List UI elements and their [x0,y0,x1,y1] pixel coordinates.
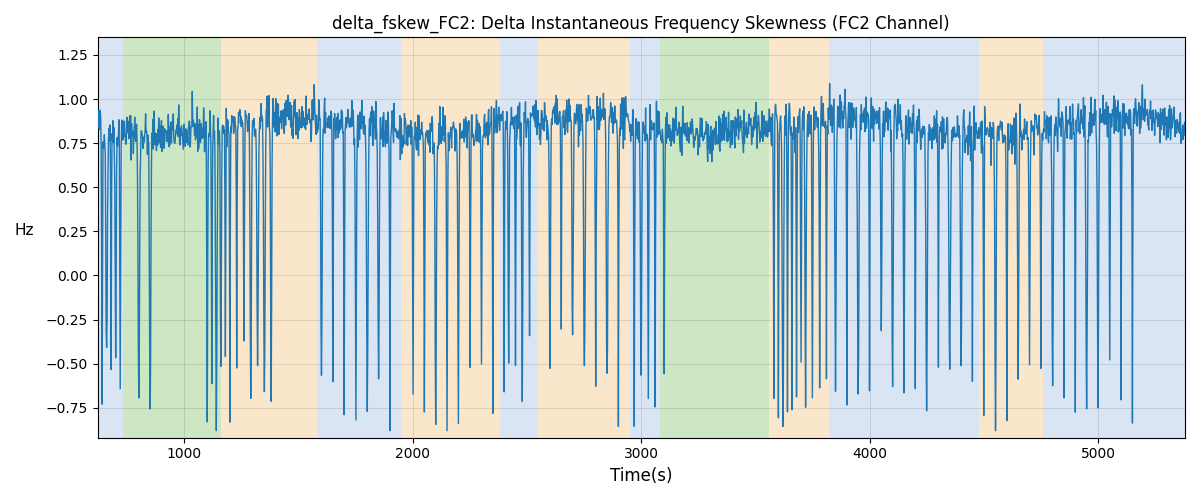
Bar [829,38,979,438]
Bar [317,38,402,438]
Bar [402,38,499,438]
Bar [1043,38,1184,438]
Bar [979,38,1043,438]
Bar [630,38,660,438]
Y-axis label: Hz: Hz [14,222,35,238]
Bar [97,38,122,438]
Title: delta_fskew_FC2: Delta Instantaneous Frequency Skewness (FC2 Channel): delta_fskew_FC2: Delta Instantaneous Fre… [332,15,950,34]
Bar [660,38,769,438]
Bar [769,38,829,438]
Bar [221,38,317,438]
Bar [499,38,539,438]
Bar [539,38,630,438]
X-axis label: Time(s): Time(s) [610,467,672,485]
Bar [122,38,221,438]
